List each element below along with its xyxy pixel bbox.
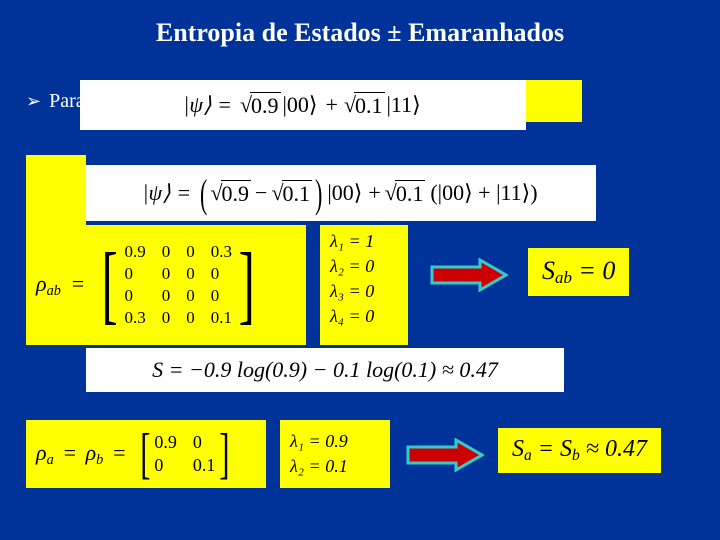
eigenvalue-line: λ₂ = 0 — [330, 256, 398, 277]
matrix-cell: 0 — [186, 308, 195, 328]
entropy-ab: Sab = 0 — [528, 248, 629, 296]
psi1-plus: + — [326, 92, 338, 118]
arrow-icon-1 — [430, 258, 508, 292]
matrix-cell: 0.3 — [211, 242, 232, 262]
psi1-term1-ket: |00⟩ — [281, 92, 320, 118]
matrix-cell: 0 — [186, 242, 195, 262]
eigenvalue-line: λ₁ = 0.9 — [290, 431, 380, 452]
eigenvalues-a: λ₁ = 0.9 λ₂ = 0.1 — [280, 420, 390, 488]
entropy-reduced: Sa = Sb ≈ 0.47 — [498, 428, 661, 473]
matrix-cell: 0 — [162, 308, 171, 328]
rho-a-matrix: ρa = ρb = [ 0.9000.1 ] — [26, 420, 266, 488]
matrix-cell: 0 — [211, 264, 232, 284]
psi1-term1-sqrt: √0.9 — [240, 92, 281, 119]
matrix-cell: 0.9 — [154, 432, 177, 453]
rho-ab-matrix: ρab = [ 0.9000.3000000000.3000.1 ] — [26, 225, 306, 345]
matrix-cell: 0 — [211, 286, 232, 306]
matrix-cell: 0 — [186, 286, 195, 306]
matrix-cell: 0 — [125, 264, 146, 284]
matrix-cell: 0 — [154, 455, 177, 476]
matrix-cell: 0.1 — [193, 455, 216, 476]
matrix-cell: 0.9 — [125, 242, 146, 262]
psi1-term2-ket: |11⟩ — [385, 92, 423, 118]
eigenvalue-line: λ₄ = 0 — [330, 306, 398, 327]
psi1-lhs: |ψ⟩ = — [183, 92, 232, 118]
matrix-cell: 0 — [125, 286, 146, 306]
matrix-cell: 0.1 — [211, 308, 232, 328]
matrix-cell: 0 — [193, 432, 216, 453]
bullet-arrow-icon: ➢ — [26, 91, 41, 112]
matrix-cell: 0 — [162, 242, 171, 262]
equation-psi1: |ψ⟩ = √0.9 |00⟩ + √0.1 |11⟩ — [80, 80, 526, 130]
equation-psi2: |ψ⟩ = ( √0.9 − √0.1 ) |00⟩ + √0.1 (|00⟩ … — [86, 165, 596, 221]
matrix-cell: 0 — [162, 264, 171, 284]
eigenvalue-line: λ₂ = 0.1 — [290, 456, 380, 477]
slide-title: Entropia de Estados ± Emaranhados — [0, 18, 720, 48]
matrix-cell: 0 — [186, 264, 195, 284]
arrow-icon-2 — [406, 438, 484, 472]
matrix-cell: 0 — [162, 286, 171, 306]
eigenvalue-line: λ₁ = 1 — [330, 231, 398, 252]
eigenvalues-ab: λ₁ = 1 λ₂ = 0 λ₃ = 0 λ₄ = 0 — [320, 225, 408, 345]
equation-entropy: S = −0.9 log(0.9) − 0.1 log(0.1) ≈ 0.47 — [86, 348, 564, 392]
matrix-cell: 0.3 — [125, 308, 146, 328]
eigenvalue-line: λ₃ = 0 — [330, 281, 398, 302]
psi1-term2-sqrt: √0.1 — [344, 92, 385, 119]
entropy-text: S = −0.9 log(0.9) − 0.1 log(0.1) ≈ 0.47 — [152, 357, 498, 383]
